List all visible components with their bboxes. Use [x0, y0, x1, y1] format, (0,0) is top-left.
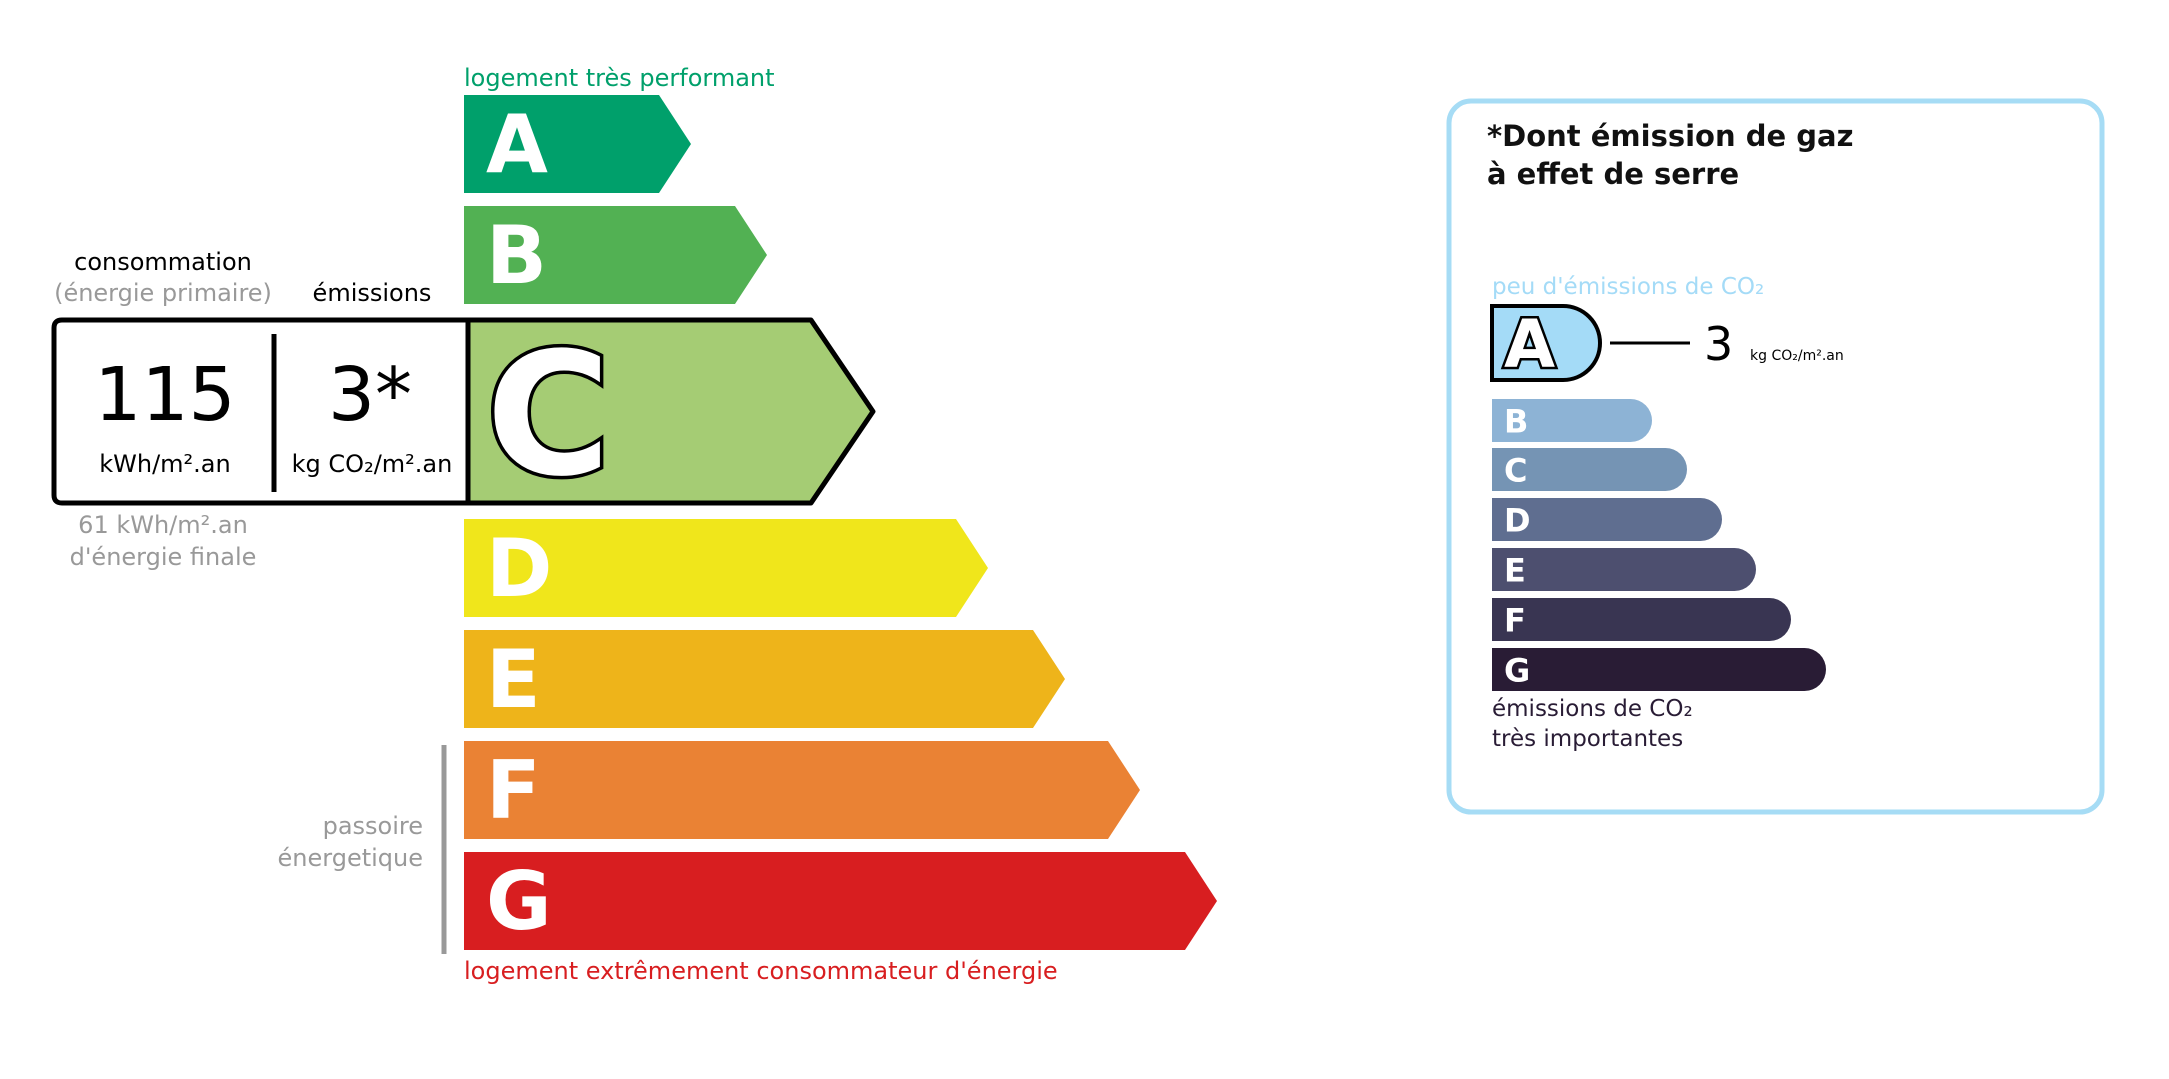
- consumption-unit: kWh/m².an: [99, 450, 230, 478]
- ghg-top-label: peu d'émissions de CO₂: [1492, 274, 1764, 300]
- final-energy-label: d'énergie finale: [70, 543, 257, 571]
- ghg-class-letter: B: [1504, 403, 1528, 441]
- ghg-class-bar: [1490, 304, 1602, 382]
- energy-class-arrow: [464, 852, 1217, 950]
- top-performance-label: logement très performant: [464, 64, 775, 92]
- ghg-class-bar: [1492, 498, 1722, 541]
- energy-class-arrow: [464, 519, 988, 617]
- ghg-class-a: A: [1490, 304, 1602, 386]
- energy-class-letter: C: [486, 317, 611, 515]
- energy-class-b: B: [464, 206, 767, 304]
- ghg-class-e: E: [1492, 548, 1756, 591]
- energy-class-arrow: [464, 206, 767, 304]
- energy-class-letter: G: [486, 855, 552, 948]
- energy-class-letter: A: [486, 98, 548, 191]
- consumption-heading: consommation: [74, 248, 252, 276]
- energy-class-a: A: [464, 95, 691, 193]
- ghg-class-letter: E: [1504, 552, 1526, 590]
- current-value-box: consommation (énergie primaire) émission…: [51, 248, 471, 571]
- ghg-class-f: F: [1492, 598, 1791, 641]
- consumption-value: 115: [94, 352, 235, 438]
- ghg-title-line2: à effet de serre: [1487, 157, 1739, 191]
- ghg-unit: kg CO₂/m².an: [1750, 348, 1844, 364]
- ghg-bottom-label-line1: émissions de CO₂: [1492, 696, 1693, 722]
- energy-class-arrow: [464, 95, 691, 193]
- passoire-label-line1: passoire: [323, 812, 423, 840]
- energy-class-g: G: [464, 852, 1217, 950]
- ghg-class-letter: F: [1504, 602, 1526, 640]
- ghg-bottom-label-line2: très importantes: [1492, 726, 1683, 752]
- worst-performance-label: logement extrêmement consommateur d'éner…: [464, 957, 1058, 985]
- ghg-class-d: D: [1492, 498, 1722, 541]
- ghg-class-letter: A: [1504, 306, 1555, 383]
- ghg-class-g: G: [1492, 648, 1826, 691]
- ghg-class-bar: [1492, 448, 1687, 491]
- energy-class-letter: E: [486, 633, 541, 726]
- ghg-class-letter: D: [1504, 502, 1531, 540]
- ghg-class-bar: [1492, 598, 1791, 641]
- ghg-class-c: C: [1492, 448, 1687, 491]
- ghg-class-bar: [1492, 399, 1652, 442]
- consumption-subheading: (énergie primaire): [54, 279, 272, 307]
- ghg-value: 3: [1704, 317, 1733, 371]
- final-energy-value: 61 kWh/m².an: [78, 511, 248, 539]
- energy-class-arrow: [464, 741, 1140, 839]
- ghg-class-letter: G: [1504, 652, 1530, 690]
- ghg-class-letter: C: [1504, 452, 1527, 490]
- energy-class-d: D: [464, 519, 988, 617]
- value-box-frame: [51, 317, 471, 506]
- energy-class-c: C: [461, 313, 876, 518]
- energy-class-e: E: [464, 630, 1065, 728]
- ghg-title-line1: *Dont émission de gaz: [1487, 119, 1853, 153]
- energy-class-letter: B: [486, 209, 547, 302]
- emissions-heading: émissions: [313, 279, 432, 307]
- energy-class-f: F: [464, 741, 1140, 839]
- energy-class-arrow: [464, 630, 1065, 728]
- energy-class-letter: D: [486, 522, 552, 615]
- passoire-label-line2: énergetique: [278, 844, 423, 872]
- emissions-unit: kg CO₂/m².an: [292, 450, 453, 478]
- energy-class-letter: F: [486, 744, 541, 837]
- ghg-class-bar: [1492, 648, 1826, 691]
- ghg-class-b: B: [1492, 399, 1652, 442]
- ghg-class-bar: [1492, 548, 1756, 591]
- emissions-value: 3*: [328, 352, 412, 438]
